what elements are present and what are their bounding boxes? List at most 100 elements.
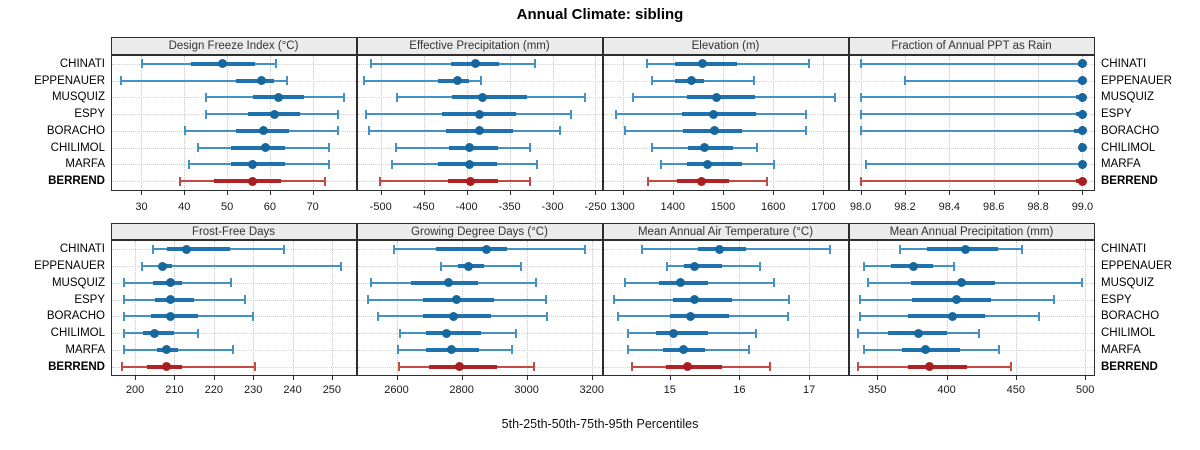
- whisker-cap-low-eppenauer: [650, 76, 653, 86]
- station-label-left-boracho: BORACHO: [46, 124, 105, 137]
- whisker-cap-high-espy: [336, 109, 339, 119]
- whisker-cap-high-marfa: [232, 345, 234, 355]
- axis-tick: [466, 190, 468, 195]
- whisker-eppenauer: [363, 79, 482, 82]
- axis-tick: [904, 190, 906, 195]
- whisker-cap-low-musquiz: [623, 278, 626, 288]
- median-dot-chinati: [218, 59, 228, 69]
- median-dot-berrend: [925, 362, 935, 372]
- gridline: [174, 241, 176, 375]
- axis-tick-label: 40: [178, 201, 191, 213]
- station-label-left-boracho: BORACHO: [46, 310, 105, 323]
- station-label-right-espy: ESPY: [1101, 293, 1132, 306]
- station-label-left-chinati: CHINATI: [59, 57, 105, 70]
- whisker-cap-low-boracho: [860, 126, 863, 136]
- row-reference-line: [849, 147, 1094, 149]
- axis-tick: [993, 190, 995, 195]
- whisker-cap-low-chinati: [646, 59, 649, 69]
- panel-plot-frost-free-days: [110, 240, 357, 376]
- gridline: [1085, 241, 1087, 375]
- gridline: [331, 241, 333, 375]
- axis-tick: [672, 190, 674, 195]
- station-label-left-espy: ESPY: [74, 108, 105, 121]
- gridline: [1082, 55, 1084, 190]
- whisker-cap-low-musquiz: [867, 278, 870, 288]
- whisker-cap-high-chinati: [533, 59, 536, 69]
- whisker-cap-low-berrend: [857, 362, 860, 372]
- iqr-box-chilimol: [687, 145, 734, 150]
- axis-tick: [312, 190, 314, 195]
- whisker-cap-high-boracho: [251, 311, 254, 321]
- gridline: [253, 241, 255, 375]
- whisker-cap-low-chinati: [369, 59, 372, 69]
- median-dot-eppenauer: [463, 261, 473, 271]
- panel-header-frost-free-days: Frost-Free Days: [110, 222, 357, 240]
- whisker-chinati: [860, 62, 1083, 65]
- gridline: [141, 55, 143, 190]
- whisker-eppenauer: [141, 265, 342, 268]
- median-dot-boracho: [1077, 126, 1087, 136]
- iqr-box-musquiz: [910, 280, 996, 285]
- median-dot-berrend: [696, 176, 706, 186]
- whisker-cap-low-boracho: [368, 126, 371, 136]
- gridline: [526, 241, 528, 375]
- whisker-cap-high-berrend: [533, 362, 536, 372]
- station-label-right-berrend: BERREND: [1101, 360, 1158, 373]
- panel-plot-growing-degree-days-c: [356, 240, 603, 376]
- gridline: [823, 55, 825, 190]
- axis-tick-label: 16: [733, 384, 746, 396]
- whisker-cap-high-eppenauer: [758, 261, 761, 271]
- median-dot-berrend: [1077, 176, 1087, 186]
- station-label-left-espy: ESPY: [74, 293, 105, 306]
- median-dot-eppenauer: [689, 261, 699, 271]
- median-dot-chilimol: [261, 143, 271, 153]
- panel-plot-mean-annual-precipitation-mm: [848, 240, 1095, 376]
- whisker-marfa: [123, 348, 234, 351]
- median-dot-marfa: [248, 159, 258, 169]
- axis-tick: [509, 190, 511, 195]
- whisker-cap-high-berrend: [324, 176, 327, 186]
- whisker-cap-high-espy: [805, 109, 808, 119]
- iqr-box-espy: [681, 112, 756, 117]
- whisker-cap-low-boracho: [616, 311, 619, 321]
- iqr-box-musquiz: [452, 95, 527, 100]
- station-label-left-berrend: BERREND: [48, 360, 105, 373]
- axis-tick-label: -450: [412, 201, 435, 213]
- whisker-cap-low-marfa: [396, 345, 399, 355]
- whisker-cap-low-boracho: [122, 311, 125, 321]
- whisker-cap-high-eppenauer: [479, 76, 482, 86]
- station-label-left-musquiz: MUSQUIZ: [51, 276, 105, 289]
- whisker-cap-low-boracho: [858, 311, 861, 321]
- median-dot-espy: [1077, 109, 1087, 119]
- axis-tick: [669, 376, 671, 380]
- station-label-left-chinati: CHINATI: [59, 243, 105, 256]
- whisker-cap-high-espy: [544, 295, 547, 305]
- median-dot-boracho: [947, 311, 957, 321]
- axis-tick: [269, 190, 271, 195]
- whisker-cap-high-berrend: [1010, 362, 1013, 372]
- axis-tick-label: -500: [369, 201, 392, 213]
- whisker-cap-high-boracho: [546, 311, 549, 321]
- whisker-cap-low-marfa: [659, 159, 662, 169]
- median-dot-chilimol: [668, 328, 678, 338]
- median-dot-chinati: [181, 244, 191, 254]
- whisker-cap-low-eppenauer: [363, 76, 365, 86]
- axis-tick: [1038, 190, 1040, 195]
- median-dot-marfa: [447, 345, 457, 355]
- iqr-box-berrend: [666, 364, 722, 369]
- iqr-box-espy: [911, 297, 991, 302]
- gridline: [860, 55, 862, 190]
- whisker-cap-low-chinati: [641, 244, 644, 254]
- station-label-right-boracho: BORACHO: [1101, 124, 1160, 137]
- median-dot-boracho: [475, 126, 484, 136]
- axis-tick: [174, 376, 176, 380]
- whisker-cap-high-eppenauer: [953, 261, 956, 271]
- axis-tick-label: 98.8: [1027, 201, 1049, 213]
- whisker-cap-high-boracho: [786, 311, 789, 321]
- axis-tick: [292, 376, 294, 380]
- whisker-cap-low-marfa: [391, 159, 394, 169]
- whisker-cap-high-boracho: [558, 126, 561, 136]
- median-dot-eppenauer: [1077, 76, 1087, 86]
- axis-tick-label: 1500: [710, 201, 736, 213]
- row-reference-line: [849, 266, 1094, 268]
